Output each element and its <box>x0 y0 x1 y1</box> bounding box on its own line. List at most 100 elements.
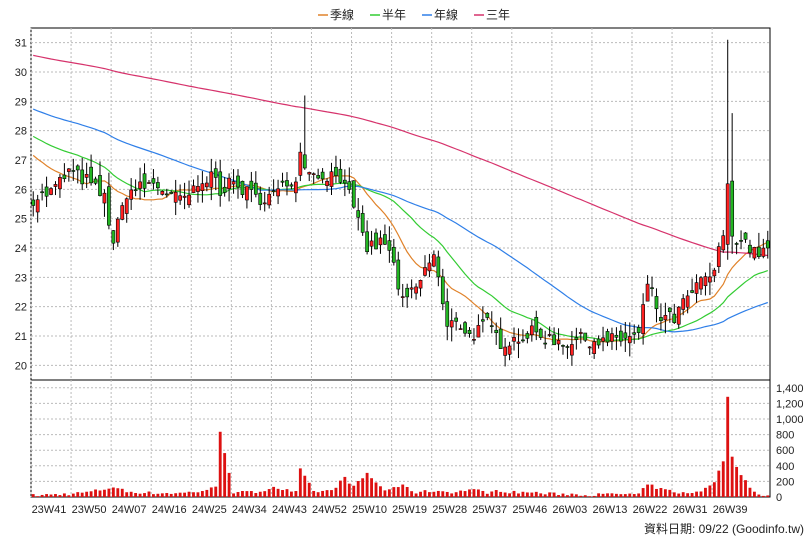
candle-down <box>80 169 85 185</box>
volume-bar <box>761 495 765 497</box>
volume-bar <box>681 492 685 497</box>
candle-up <box>587 346 592 349</box>
candle-up <box>716 246 721 267</box>
volume-bar <box>258 491 262 497</box>
candle-down <box>164 193 169 196</box>
volume-bar <box>592 495 596 497</box>
volume-bar <box>379 486 382 497</box>
candle-down <box>672 313 677 323</box>
price-panel <box>30 27 771 381</box>
candle-up <box>196 185 200 192</box>
candle-down <box>391 246 396 263</box>
volume-bar <box>370 478 373 497</box>
candle-up <box>138 181 142 189</box>
candle-down <box>387 240 392 251</box>
volume-bar <box>677 493 681 497</box>
price-tick-label: 31 <box>15 38 27 50</box>
candle-up <box>418 280 423 289</box>
volume-bar <box>494 490 498 497</box>
volume-bar <box>316 492 320 497</box>
volume-bar <box>156 493 160 497</box>
volume-bar <box>192 492 195 497</box>
candle-down <box>494 329 499 334</box>
candle-down <box>445 301 450 327</box>
volume-bar <box>85 491 89 497</box>
x-tick-label: 23W41 <box>32 504 67 516</box>
x-tick-label: 26W13 <box>592 504 627 516</box>
x-tick-label: 23W50 <box>72 504 107 516</box>
x-tick-label: 26W39 <box>713 504 748 516</box>
volume-bar <box>80 492 84 497</box>
candle-down <box>285 180 289 187</box>
x-tick-label: 25W46 <box>512 504 547 516</box>
candle-up <box>231 181 236 185</box>
candle-up <box>578 332 583 334</box>
candle-down <box>396 259 401 290</box>
candle-up <box>476 325 481 338</box>
candle-up <box>703 276 708 287</box>
candle-up <box>173 191 178 203</box>
candle-up <box>712 269 717 277</box>
candle-down <box>485 312 490 318</box>
volume-bar <box>138 493 142 497</box>
x-tick-label: 25W19 <box>392 504 427 516</box>
volume-bar <box>712 482 716 497</box>
candle-up <box>449 320 454 328</box>
volume-bar <box>263 491 267 497</box>
candle-down <box>240 180 245 195</box>
volume-bar <box>290 491 293 497</box>
volume-bar <box>405 486 409 497</box>
candle-down <box>98 175 102 196</box>
candle-down <box>383 234 387 245</box>
volume-bar <box>717 470 721 497</box>
volume-tick-label: 1,400 <box>776 383 804 395</box>
candle-up <box>432 254 436 267</box>
candle-down <box>583 332 588 341</box>
volume-bar <box>312 490 316 497</box>
volume-bar <box>423 490 427 497</box>
candle-down <box>690 290 694 293</box>
candle-up <box>298 151 303 176</box>
candle-down <box>765 240 770 249</box>
candle-down <box>667 307 672 313</box>
volume-bar <box>752 491 756 497</box>
candle-down <box>334 166 338 176</box>
candle-up <box>721 235 726 251</box>
candle-down <box>75 165 80 171</box>
volume-bar <box>499 491 503 497</box>
volume-bar <box>539 493 543 497</box>
x-tick-label: 26W31 <box>673 504 708 516</box>
candle-down <box>534 316 539 333</box>
price-tick-label: 22 <box>15 302 27 314</box>
candle-down <box>280 180 285 183</box>
candle-up <box>752 247 757 259</box>
candle-down <box>71 170 76 172</box>
volume-bar <box>490 491 494 497</box>
volume-bar <box>623 494 627 497</box>
volume-bar <box>294 491 298 497</box>
ma-line-季線 <box>32 154 769 343</box>
volume-bar <box>94 489 97 497</box>
volume-tick-label: 200 <box>776 476 794 488</box>
x-tick-label: 24W34 <box>232 504 267 516</box>
candle-up <box>124 198 129 214</box>
candle-down <box>289 184 294 187</box>
volume-bar <box>445 491 449 497</box>
candle-up <box>369 240 374 247</box>
volume-bar <box>686 493 690 497</box>
volume-bar <box>632 494 636 497</box>
x-tick-label: 24W43 <box>272 504 307 516</box>
candle-down <box>62 174 67 180</box>
volume-bar <box>54 494 57 497</box>
volume-bar <box>352 485 356 497</box>
candle-up <box>610 333 614 342</box>
volume-bar <box>187 491 191 497</box>
volume-bar <box>583 495 587 497</box>
candle-up <box>516 341 521 344</box>
volume-bar <box>463 491 467 497</box>
volume-bar <box>641 488 645 497</box>
candle-up <box>409 287 414 290</box>
volume-bar <box>628 493 632 497</box>
volume-bar <box>646 484 649 497</box>
